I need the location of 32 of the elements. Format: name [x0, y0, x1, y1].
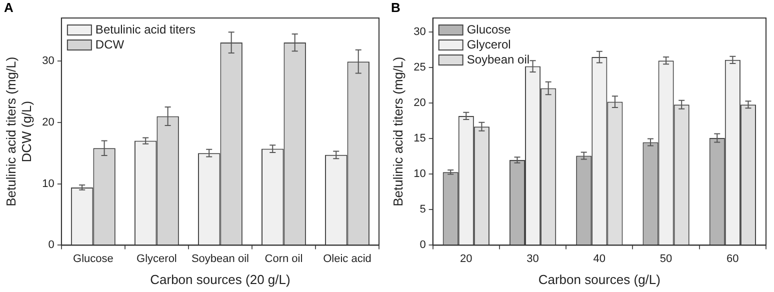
- x-tick-label: 20: [460, 252, 472, 265]
- legend-label: Glycerol: [466, 37, 511, 52]
- text: B: [391, 0, 400, 16]
- x-tick-label: Soybean oil: [191, 252, 249, 265]
- x-axis-title: Carbon sources (20 g/L): [150, 272, 290, 287]
- x-tick-label: Corn oil: [264, 252, 303, 265]
- y-tick-label: 30: [42, 55, 54, 68]
- x-tick-label: 60: [726, 252, 739, 265]
- x-tick-label: 30: [526, 252, 539, 265]
- x-tick-label: Glucose: [73, 252, 114, 265]
- y-tick-label: 0: [48, 239, 54, 252]
- x-tick-label: Oleic acid: [323, 252, 372, 265]
- y-tick-label: 10: [414, 168, 426, 180]
- x-tick-label: 40: [593, 252, 606, 265]
- legend-label: Betulinic acid titers: [95, 22, 196, 36]
- y-axis-title: Betulinic acid titers (mg/L): [390, 56, 406, 206]
- y-tick-label: 5: [420, 204, 426, 216]
- y-tick-label: 10: [42, 178, 54, 190]
- y-tick-label: 0: [420, 239, 426, 252]
- y-tick-label: 20: [414, 97, 426, 110]
- y-axis-title: Betulinic acid titers (mg/L) DCW (g/L): [3, 56, 34, 206]
- legend-label: Glucose: [466, 22, 512, 36]
- y-tick-label: 30: [414, 26, 426, 38]
- x-axis-title: Carbon sources (g/L): [538, 272, 660, 287]
- y-tick-label: 25: [414, 62, 426, 74]
- text: A: [4, 0, 14, 16]
- y-tick-label: 15: [414, 132, 426, 145]
- x-tick-label: 50: [660, 252, 672, 265]
- legend-label: Soybean oil: [466, 52, 530, 66]
- y-tick-label: 20: [42, 116, 54, 128]
- legend-label: DCW: [95, 37, 125, 52]
- x-tick-label: Glycerol: [136, 252, 177, 265]
